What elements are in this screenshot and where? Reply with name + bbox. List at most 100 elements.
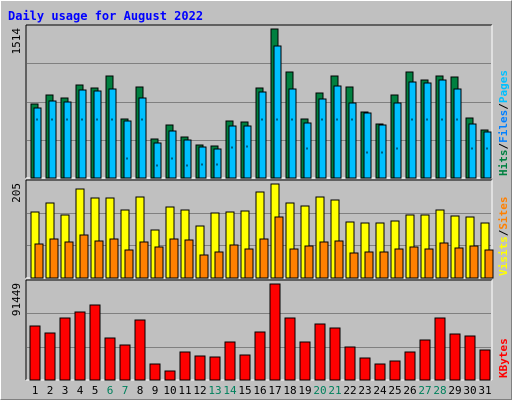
files-bar (409, 82, 416, 178)
x-tick-label: 13 (208, 384, 221, 397)
kbytes-bar (240, 355, 250, 380)
hits-max-label: 1514 (10, 28, 23, 55)
files-bar (79, 90, 86, 178)
visits-bar (410, 247, 418, 278)
files-bar (349, 103, 356, 178)
kbytes-bar (435, 318, 445, 380)
files-bar (304, 123, 311, 178)
x-tick-label: 22 (343, 384, 356, 397)
visits-bar (485, 250, 493, 278)
files-bar (484, 132, 491, 178)
visits-bar (65, 242, 73, 278)
kbytes-legend-item: KBytes (497, 338, 510, 378)
kbytes-bar (75, 312, 85, 380)
visits-bar (350, 253, 358, 278)
x-tick-label: 2 (47, 384, 54, 397)
x-tick-label: 24 (373, 384, 387, 397)
x-tick-label: 20 (313, 384, 326, 397)
x-tick-label: 10 (163, 384, 176, 397)
files-bar (259, 92, 266, 178)
visits-legend: Visits/Sites (497, 197, 510, 277)
files-bar (439, 80, 446, 178)
x-tick-label: 15 (238, 384, 251, 397)
x-tick-label: 9 (152, 384, 159, 397)
kbytes-bar (390, 361, 400, 380)
visits-bar (455, 248, 463, 278)
visits-bar (320, 242, 328, 278)
visits-bar (35, 244, 43, 278)
files-bar (184, 140, 191, 178)
files-bar (469, 124, 476, 178)
files-bar (49, 101, 56, 178)
kbytes-bar (105, 338, 115, 380)
visits-bar (125, 250, 133, 278)
x-tick-label: 7 (122, 384, 129, 397)
kbytes-bar (405, 352, 415, 380)
visits-bar (470, 246, 478, 278)
x-tick-label: 25 (388, 384, 401, 397)
files-bar (64, 102, 71, 178)
visits-bar (425, 249, 433, 278)
files-bar (454, 89, 461, 178)
kbytes-bar (60, 318, 70, 380)
kbytes-bar (330, 328, 340, 380)
x-tick-label: 29 (448, 384, 461, 397)
x-tick-label: 30 (463, 384, 476, 397)
kbytes-bar (45, 333, 55, 380)
files-bar (199, 147, 206, 178)
kbytes-bar (360, 358, 370, 380)
kbytes-bar (270, 284, 280, 380)
files-bar (139, 98, 146, 178)
kbytes-bar (480, 350, 490, 380)
visits-bar (275, 217, 283, 278)
files-bar (109, 89, 116, 178)
x-tick-label: 12 (193, 384, 206, 397)
visits-bar (140, 242, 148, 278)
kbytes-bar (210, 357, 220, 380)
visits-bar (185, 240, 193, 278)
visits-bar (245, 249, 253, 278)
visits-bar (200, 255, 208, 278)
files-bar (394, 103, 401, 178)
visits-bar (440, 243, 448, 278)
kbytes-bar (180, 352, 190, 380)
visits-bar (95, 241, 103, 278)
files-bar (244, 126, 251, 178)
x-tick-label: 16 (253, 384, 266, 397)
kbytes-bar (345, 347, 355, 380)
x-tick-label: 21 (328, 384, 341, 397)
files-bar (364, 113, 371, 178)
files-bar (319, 99, 326, 178)
kbytes-legend: KBytes (497, 338, 510, 378)
hits-legend: Hits/Files/Pages (497, 70, 510, 176)
visits-bar (290, 249, 298, 278)
files-bar (94, 91, 101, 178)
hits-legend-item: Files (497, 110, 510, 143)
x-tick-label: 17 (268, 384, 281, 397)
visits-bar (335, 241, 343, 278)
visits-bar (215, 252, 223, 278)
visits-legend-item: Sites (497, 197, 510, 230)
visits-bar (305, 246, 313, 278)
kbytes-bar (165, 371, 175, 380)
x-tick-label: 1 (32, 384, 39, 397)
kbytes-bar (255, 332, 265, 380)
x-tick-label: 4 (77, 384, 84, 397)
x-tick-label: 11 (178, 384, 191, 397)
chart-title: Daily usage for August 2022 (8, 9, 203, 23)
x-tick-label: 18 (283, 384, 296, 397)
files-bar (289, 89, 296, 178)
x-tick-label: 31 (478, 384, 491, 397)
visits-bar (260, 239, 268, 278)
visits-bar (110, 239, 118, 278)
kbytes-bar (150, 364, 160, 380)
x-tick-label: 27 (418, 384, 431, 397)
x-tick-label: 28 (433, 384, 446, 397)
files-bar (169, 131, 176, 178)
x-tick-label: 19 (298, 384, 311, 397)
x-tick-label: 26 (403, 384, 416, 397)
visits-bar (50, 239, 58, 278)
x-tick-label: 23 (358, 384, 371, 397)
